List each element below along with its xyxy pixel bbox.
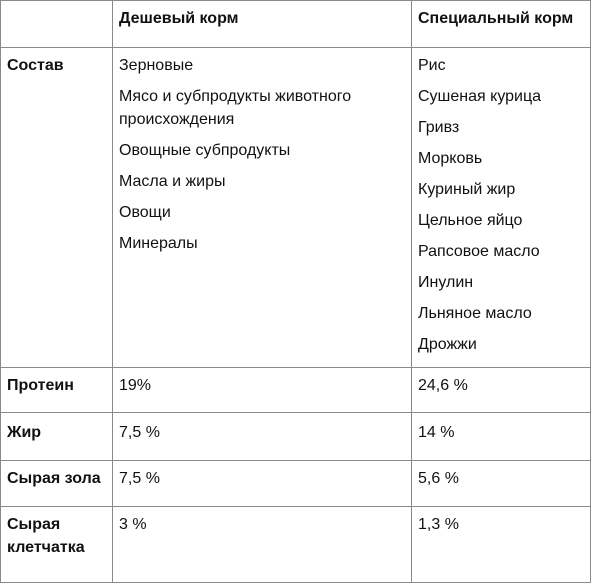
list-item: Овощи [119, 204, 171, 221]
list-item: Дрожжи [418, 336, 477, 353]
cheap-fiber-value: 3 % [112, 506, 412, 583]
cheap-fat-value: 7,5 % [112, 412, 412, 461]
cheap-ingredient-list: Зерновые Мясо и субпродукты животного пр… [119, 54, 405, 255]
list-item: Цельное яйцо [418, 212, 523, 229]
cheap-composition-cell: Зерновые Мясо и субпродукты животного пр… [112, 47, 412, 368]
list-item: Мясо и субпродукты животного происхожден… [119, 88, 352, 128]
special-fat-value: 14 % [411, 412, 591, 461]
list-item: Куриный жир [418, 181, 516, 198]
table-row-fat: Жир 7,5 % 14 % [0, 412, 591, 461]
table-row-fiber: Сырая клетчатка 3 % 1,3 % [0, 506, 591, 583]
table-row-ash: Сырая зола 7,5 % 5,6 % [0, 460, 591, 507]
row-label-protein: Протеин [0, 367, 113, 413]
list-item: Минералы [119, 235, 198, 252]
header-special-food: Специальный корм [411, 0, 591, 48]
row-label-composition: Состав [0, 47, 113, 368]
list-item: Рапсовое масло [418, 243, 540, 260]
list-item: Сушеная курица [418, 88, 542, 105]
table-row-protein: Протеин 19% 24,6 % [0, 367, 591, 413]
header-row: Дешевый корм Специальный корм [0, 0, 591, 48]
list-item: Рис [418, 57, 446, 74]
row-label-fat: Жир [0, 412, 113, 461]
list-item: Овощные субпродукты [119, 142, 291, 159]
list-item: Льняное масло [418, 305, 532, 322]
list-item: Морковь [418, 150, 483, 167]
row-label-ash: Сырая зола [0, 460, 113, 507]
special-protein-value: 24,6 % [411, 367, 591, 413]
row-label-fiber: Сырая клетчатка [0, 506, 113, 583]
special-composition-cell: Рис Сушеная курица Гривз Морковь Куриный… [411, 47, 591, 368]
header-empty-cell [0, 0, 113, 48]
list-item: Гривз [418, 119, 460, 136]
cheap-ash-value: 7,5 % [112, 460, 412, 507]
list-item: Масла и жиры [119, 173, 226, 190]
list-item: Инулин [418, 274, 474, 291]
special-fiber-value: 1,3 % [411, 506, 591, 583]
special-ash-value: 5,6 % [411, 460, 591, 507]
cheap-protein-value: 19% [112, 367, 412, 413]
header-cheap-food: Дешевый корм [112, 0, 412, 48]
special-ingredient-list: Рис Сушеная курица Гривз Морковь Куриный… [418, 54, 584, 356]
list-item: Зерновые [119, 57, 194, 74]
table-row-composition: Состав Зерновые Мясо и субпродукты живот… [0, 47, 591, 368]
